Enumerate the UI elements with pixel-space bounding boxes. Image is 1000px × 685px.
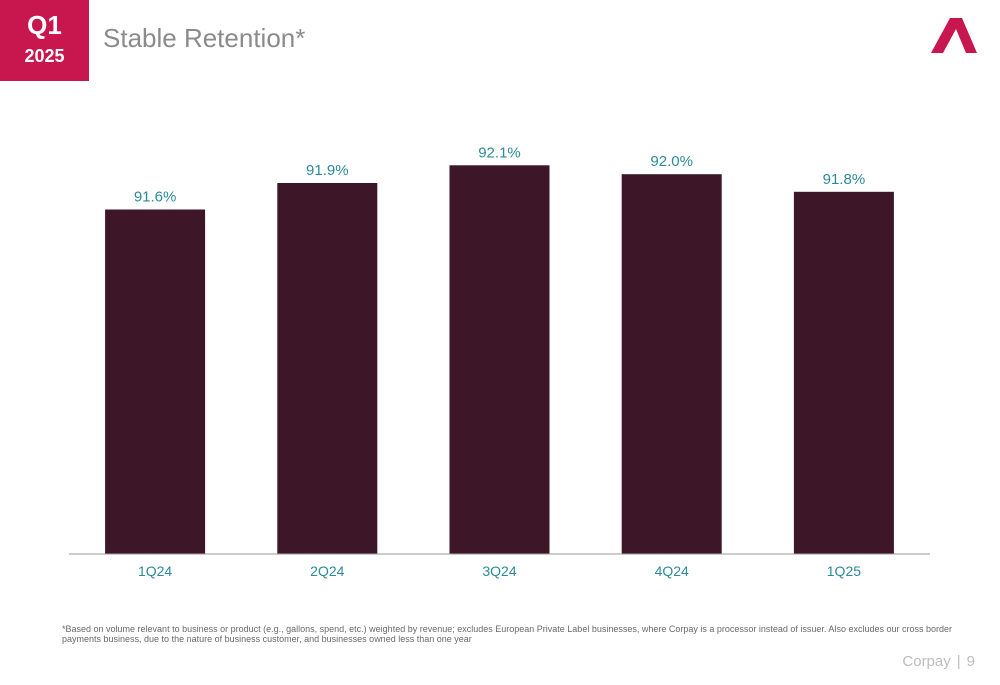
- bars-layer: [105, 165, 894, 555]
- bar-3q24: [449, 165, 550, 555]
- badge-quarter: Q1: [27, 10, 62, 40]
- data-label-1q25: 91.8%: [823, 171, 866, 188]
- x-tick-label-1q25: 1Q25: [827, 563, 861, 579]
- x-tick-label-1q24: 1Q24: [138, 563, 172, 579]
- bar-1q25: [793, 191, 894, 555]
- page-title: Stable Retention*: [103, 23, 306, 53]
- ticks-layer: 1Q24 2Q24 3Q24 4Q24 1Q25: [138, 563, 861, 579]
- bar-1q24: [105, 209, 206, 554]
- x-tick-label-2q24: 2Q24: [310, 563, 344, 579]
- x-tick-label-3q24: 3Q24: [482, 563, 516, 579]
- footer: Corpay | 9: [902, 653, 975, 671]
- corpay-logo-icon: [931, 18, 977, 53]
- data-label-4q24: 92.0%: [650, 153, 693, 170]
- bar-4q24: [621, 174, 722, 554]
- period-badge: Q1 2025: [0, 0, 89, 81]
- footnote: *Based on volume relevant to business or…: [62, 624, 952, 644]
- data-label-3q24: 92.1%: [478, 144, 521, 161]
- x-tick-label-4q24: 4Q24: [655, 563, 689, 579]
- data-label-1q24: 91.6%: [134, 189, 177, 206]
- data-label-2q24: 91.9%: [306, 162, 349, 179]
- badge-year: 2025: [24, 46, 65, 66]
- footer-brand: Corpay: [902, 653, 951, 670]
- bar-chart: 91.6% 91.9% 92.1% 92.0% 91.8% 1Q24 2Q24 3Q24 4Q…: [69, 144, 930, 579]
- labels-layer: 91.6% 91.9% 92.1% 92.0% 91.8%: [134, 144, 865, 205]
- bar-2q24: [277, 183, 378, 554]
- page-number: 9: [966, 653, 975, 670]
- footer-separator: |: [956, 653, 961, 670]
